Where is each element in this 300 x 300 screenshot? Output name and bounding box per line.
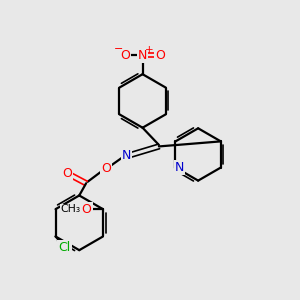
Text: O: O (155, 49, 165, 62)
Text: Cl: Cl (58, 241, 70, 254)
Text: N: N (122, 149, 131, 162)
Text: N: N (175, 161, 184, 174)
Text: −: − (113, 44, 123, 54)
Text: O: O (62, 167, 72, 180)
Text: CH₃: CH₃ (60, 204, 80, 214)
Text: O: O (120, 49, 130, 62)
Text: O: O (101, 162, 111, 175)
Text: O: O (82, 202, 92, 216)
Text: +: + (146, 45, 154, 55)
Text: N: N (138, 49, 147, 62)
